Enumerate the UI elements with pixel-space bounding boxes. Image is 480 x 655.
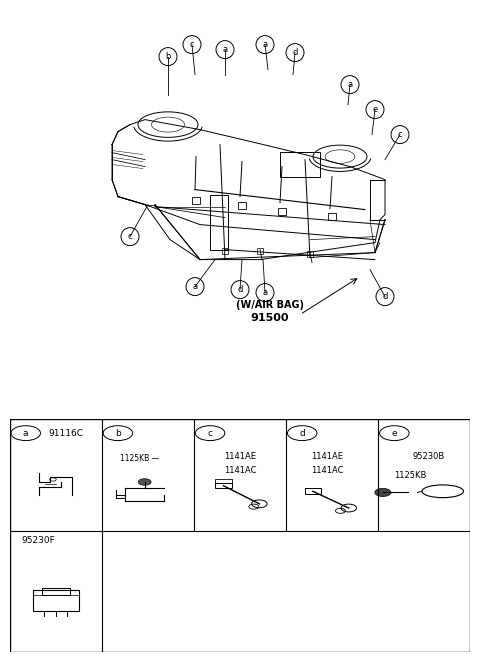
Text: c: c [190,40,194,49]
Bar [278,208,286,215]
Text: a: a [23,428,28,438]
Bar [257,248,263,253]
Bar [33,590,79,611]
Bar [222,248,228,253]
Text: 95230F: 95230F [21,536,55,544]
Bar [307,251,313,257]
Text: c: c [128,232,132,241]
Text: 1141AE: 1141AE [312,452,344,461]
Text: 91500: 91500 [251,312,289,323]
Bar [215,483,232,489]
Text: d: d [300,428,305,438]
Text: e: e [392,428,397,438]
Text: e: e [372,105,378,114]
Text: a: a [222,45,228,54]
Bar [210,195,228,250]
Bar [238,202,246,208]
Text: c: c [207,428,213,438]
Text: a: a [263,288,267,297]
Text: d: d [292,48,298,57]
Text: b: b [115,428,121,438]
Bar [192,196,200,204]
Text: 91116C: 91116C [49,428,84,438]
Bar [215,479,232,483]
Text: d: d [237,285,243,294]
Text: c: c [398,130,402,139]
Text: d: d [382,292,388,301]
Text: 95230B: 95230B [413,452,445,461]
Bar [304,489,321,494]
Text: 1141AC: 1141AC [312,466,344,475]
Text: 1141AE: 1141AE [224,452,256,461]
Bar [42,588,70,595]
Text: 1125KB —: 1125KB — [120,454,159,463]
Bar [280,151,320,177]
Text: a: a [348,80,353,89]
Text: b: b [165,52,171,61]
Text: (W/AIR BAG): (W/AIR BAG) [236,299,304,310]
Bar [328,213,336,219]
Text: 1125KB: 1125KB [394,470,427,479]
Circle shape [138,479,151,485]
Text: a: a [192,282,198,291]
Text: a: a [263,40,267,49]
Circle shape [375,489,391,496]
Text: 1141AC: 1141AC [224,466,256,475]
